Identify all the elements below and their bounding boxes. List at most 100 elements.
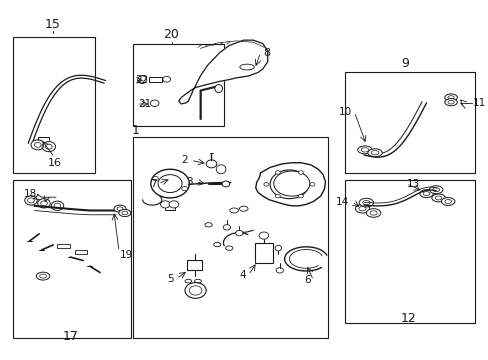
Ellipse shape	[432, 188, 439, 192]
Polygon shape	[179, 40, 267, 104]
Ellipse shape	[358, 207, 366, 211]
Bar	[187, 260, 202, 270]
Circle shape	[275, 171, 280, 174]
Text: 15: 15	[44, 18, 61, 31]
Ellipse shape	[122, 211, 127, 215]
Ellipse shape	[419, 190, 432, 198]
Circle shape	[169, 201, 179, 208]
Circle shape	[34, 142, 41, 147]
Circle shape	[158, 175, 182, 193]
Bar	[13, 180, 130, 338]
Text: 2: 2	[182, 155, 188, 165]
Ellipse shape	[239, 64, 254, 70]
Bar	[133, 137, 327, 338]
Ellipse shape	[369, 211, 376, 215]
Ellipse shape	[366, 209, 380, 217]
Ellipse shape	[367, 149, 382, 157]
Circle shape	[259, 232, 268, 239]
Ellipse shape	[444, 99, 456, 106]
Ellipse shape	[447, 96, 453, 99]
Text: 1: 1	[131, 124, 139, 137]
Ellipse shape	[223, 225, 230, 230]
Text: 13: 13	[407, 179, 420, 189]
Circle shape	[275, 194, 280, 198]
Ellipse shape	[213, 242, 221, 247]
Circle shape	[38, 199, 50, 208]
Ellipse shape	[428, 186, 442, 194]
Circle shape	[277, 175, 301, 193]
Ellipse shape	[225, 246, 232, 250]
Ellipse shape	[273, 171, 309, 196]
Circle shape	[54, 203, 61, 208]
Bar	[148, 77, 162, 82]
Text: 21: 21	[138, 99, 151, 109]
Circle shape	[152, 176, 158, 181]
Text: 14: 14	[336, 197, 349, 207]
Circle shape	[31, 140, 44, 150]
Ellipse shape	[431, 194, 445, 202]
Bar	[344, 72, 474, 173]
Ellipse shape	[275, 245, 281, 251]
Circle shape	[269, 170, 308, 199]
Circle shape	[163, 76, 170, 82]
Ellipse shape	[222, 181, 229, 187]
Bar	[344, 180, 474, 323]
Text: 10: 10	[338, 107, 351, 117]
Circle shape	[298, 194, 303, 198]
Ellipse shape	[216, 165, 225, 174]
Text: 19: 19	[120, 250, 133, 260]
Circle shape	[298, 171, 303, 174]
Ellipse shape	[204, 223, 212, 227]
Bar	[133, 44, 224, 126]
Ellipse shape	[276, 268, 283, 273]
Text: 7: 7	[150, 179, 157, 189]
Ellipse shape	[214, 85, 222, 93]
Text: 3: 3	[186, 177, 193, 187]
Ellipse shape	[229, 208, 238, 213]
Circle shape	[160, 201, 170, 208]
Circle shape	[150, 100, 159, 107]
Text: 6: 6	[304, 275, 310, 285]
Text: 9: 9	[400, 57, 408, 70]
Text: 4: 4	[239, 270, 245, 280]
Ellipse shape	[114, 205, 126, 212]
Ellipse shape	[119, 210, 131, 217]
Text: 18: 18	[24, 189, 37, 199]
Ellipse shape	[359, 198, 373, 207]
Ellipse shape	[355, 204, 369, 213]
Circle shape	[184, 283, 206, 298]
Ellipse shape	[444, 199, 450, 203]
Polygon shape	[255, 163, 325, 206]
Circle shape	[51, 201, 63, 211]
Text: 16: 16	[47, 158, 61, 168]
Ellipse shape	[360, 148, 368, 152]
Ellipse shape	[239, 206, 247, 211]
Circle shape	[25, 196, 37, 205]
Ellipse shape	[441, 198, 454, 206]
Circle shape	[309, 183, 314, 186]
Ellipse shape	[357, 146, 371, 154]
Text: 20: 20	[163, 28, 179, 41]
Bar	[254, 243, 272, 263]
Bar	[58, 244, 69, 248]
Text: 8: 8	[263, 48, 269, 58]
Text: 22: 22	[135, 75, 148, 85]
Text: 11: 11	[472, 98, 486, 108]
Circle shape	[189, 286, 202, 295]
Ellipse shape	[36, 272, 50, 280]
Ellipse shape	[206, 160, 216, 168]
Ellipse shape	[117, 207, 122, 211]
Ellipse shape	[422, 192, 429, 195]
Text: 17: 17	[62, 330, 78, 343]
Ellipse shape	[434, 196, 441, 200]
Circle shape	[150, 169, 189, 198]
Ellipse shape	[362, 201, 369, 205]
Circle shape	[264, 183, 268, 186]
Ellipse shape	[235, 230, 243, 236]
Circle shape	[41, 201, 47, 206]
Text: 5: 5	[167, 274, 174, 284]
Ellipse shape	[370, 150, 378, 155]
Ellipse shape	[184, 279, 191, 283]
Circle shape	[42, 141, 56, 152]
Ellipse shape	[194, 279, 201, 283]
